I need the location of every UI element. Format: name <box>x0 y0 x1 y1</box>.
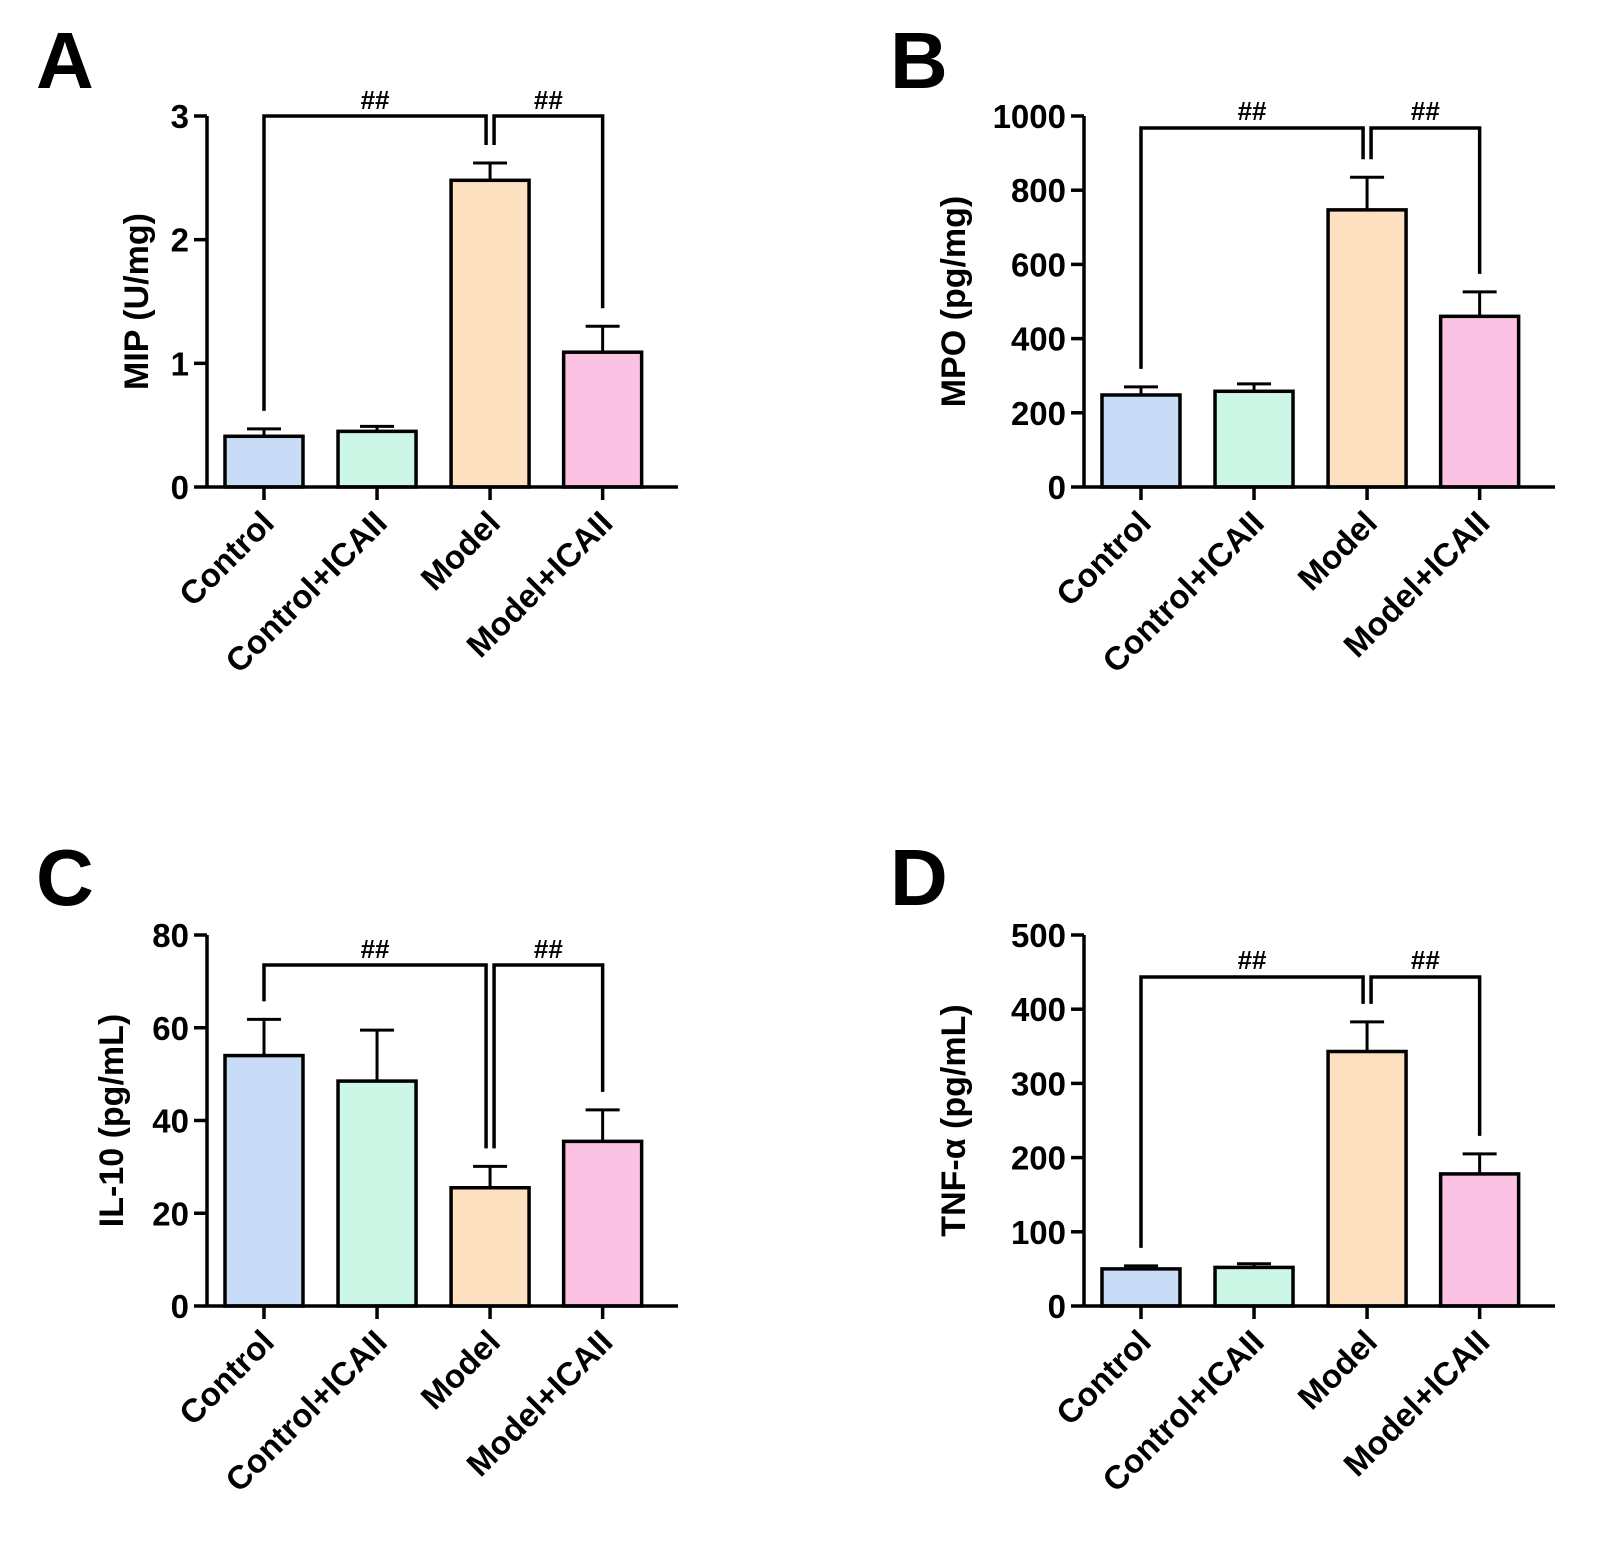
bar-control-icaii <box>1213 1265 1295 1308</box>
y-tick-label: 1000 <box>993 98 1066 135</box>
y-tick-label: 100 <box>1011 1214 1066 1251</box>
y-tick-label: 20 <box>152 1195 189 1232</box>
y-tick-label: 0 <box>1048 1288 1066 1325</box>
bar-control <box>223 1053 305 1308</box>
y-tick-label: 800 <box>1011 172 1066 209</box>
y-tick-label: 0 <box>171 469 189 506</box>
bar-model <box>449 1185 531 1308</box>
y-tick-label: 200 <box>1011 1140 1066 1177</box>
x-tick-label: Model <box>413 504 507 598</box>
significance-bracket <box>262 963 488 1149</box>
y-tick-label: 400 <box>1011 321 1066 358</box>
y-tick-label: 200 <box>1011 395 1066 432</box>
x-tick-label: Control <box>172 504 281 613</box>
y-tick-label: 600 <box>1011 246 1066 283</box>
bar-control-icaii <box>336 1079 418 1308</box>
significance-label: ## <box>1411 945 1440 975</box>
significance-bracket <box>1139 975 1365 1248</box>
significance-label: ## <box>534 934 563 964</box>
x-tick-label: Model <box>1290 504 1384 598</box>
bar-model-icaii <box>1438 314 1521 489</box>
x-tick-label: Control <box>1049 504 1158 613</box>
y-tick-label: 60 <box>152 1010 189 1047</box>
y-tick-label: 2 <box>171 222 189 259</box>
y-axis-label: IL-10 (pg/mL) <box>93 1014 131 1227</box>
chart-panel-c: CIL-10 (pg/mL)020406080ControlControl+IC… <box>36 833 678 1499</box>
bar-control <box>1100 1267 1182 1308</box>
y-axis-label: TNF-α (pg/mL) <box>935 1004 973 1236</box>
y-tick-label: 300 <box>1011 1065 1066 1102</box>
significance-label: ## <box>1238 945 1267 975</box>
y-axis-label: MIP (U/mg) <box>118 213 156 390</box>
x-tick-label: Control <box>172 1323 281 1432</box>
y-tick-label: 40 <box>152 1103 189 1140</box>
bar-control <box>1100 393 1182 489</box>
bar-model <box>1326 1049 1408 1308</box>
y-tick-label: 500 <box>1011 917 1066 954</box>
significance-label: ## <box>1238 96 1267 126</box>
bar-model-icaii <box>1438 1172 1521 1308</box>
panel-letter: B <box>890 16 948 105</box>
significance-label: ## <box>361 934 390 964</box>
y-tick-label: 3 <box>171 98 189 135</box>
bar-model <box>449 178 531 489</box>
significance-label: ## <box>534 85 563 115</box>
y-tick-label: 0 <box>1048 469 1066 506</box>
significance-bracket <box>1139 126 1365 369</box>
panel-letter: C <box>36 833 94 922</box>
significance-bracket <box>1369 975 1482 1136</box>
significance-bracket <box>1369 126 1482 274</box>
x-tick-label: Model <box>413 1323 507 1417</box>
significance-bracket <box>492 963 605 1149</box>
y-tick-label: 1 <box>171 345 189 382</box>
y-tick-label: 0 <box>171 1288 189 1325</box>
y-axis-label: MPO (pg/mg) <box>935 196 973 408</box>
bar-model-icaii <box>561 350 644 489</box>
significance-label: ## <box>361 85 390 115</box>
bar-model <box>1326 208 1408 489</box>
y-tick-label: 400 <box>1011 991 1066 1028</box>
bar-control-icaii <box>336 429 418 489</box>
bar-control-icaii <box>1213 389 1295 489</box>
bar-model-icaii <box>561 1139 644 1308</box>
panel-letter: D <box>890 833 948 922</box>
significance-bracket <box>262 114 488 411</box>
x-tick-label: Model <box>1290 1323 1384 1417</box>
x-tick-label: Control <box>1049 1323 1158 1432</box>
significance-bracket <box>492 114 605 309</box>
bar-control <box>223 434 305 489</box>
significance-label: ## <box>1411 96 1440 126</box>
y-tick-label: 80 <box>152 917 189 954</box>
panel-letter: A <box>36 16 94 105</box>
